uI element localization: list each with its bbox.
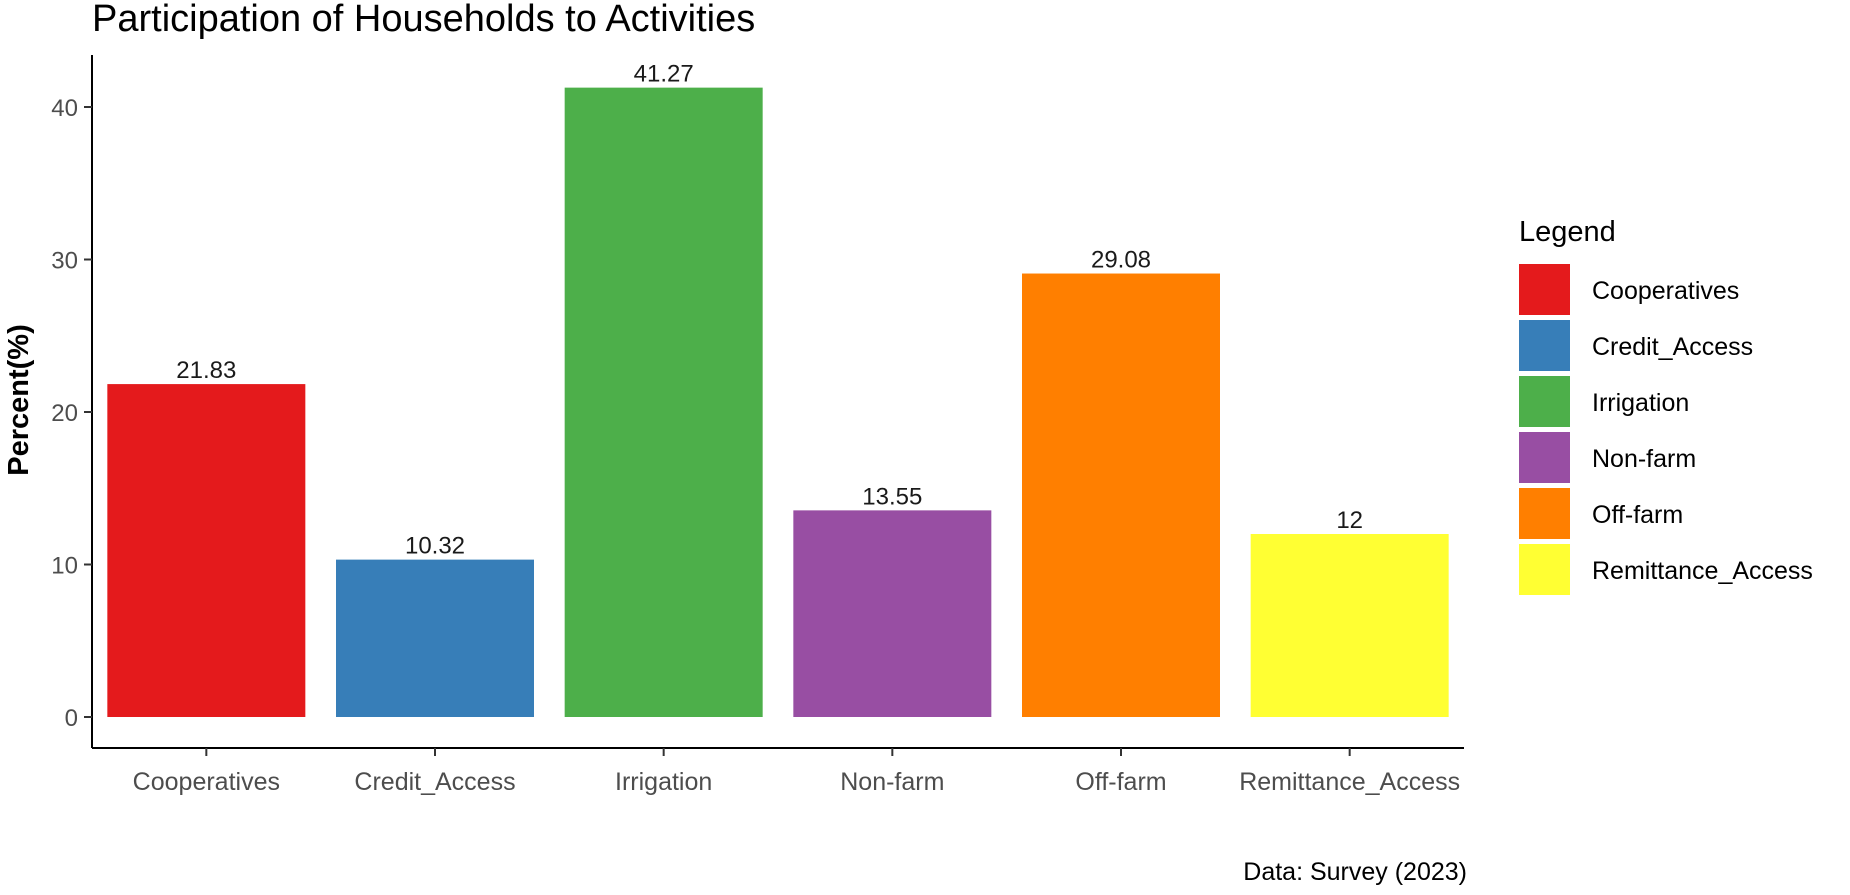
- data-label: 10.32: [405, 533, 465, 560]
- legend-key: [1519, 264, 1570, 315]
- data-label: 21.83: [176, 357, 236, 384]
- data-label: 41.27: [634, 61, 694, 88]
- data-label: 29.08: [1091, 247, 1151, 274]
- y-tick-label: 10: [51, 553, 78, 580]
- bar-credit-access: [336, 559, 534, 717]
- data-label: 13.55: [862, 483, 922, 510]
- x-tick-label: Irrigation: [615, 768, 712, 796]
- legend-key: [1519, 544, 1570, 595]
- legend-entry: Non-farm: [1592, 445, 1696, 473]
- data-label: 12: [1336, 507, 1363, 534]
- x-tick-label: Cooperatives: [133, 768, 280, 796]
- x-tick-label: Remittance_Access: [1239, 768, 1460, 796]
- y-axis-label: Percent(%): [3, 324, 35, 476]
- legend-entry: Credit_Access: [1592, 333, 1753, 361]
- chart-caption: Data: Survey (2023): [1243, 858, 1467, 886]
- legend: Legend Cooperatives Credit_Access Irrigati…: [1519, 216, 1813, 595]
- legend-entry: Cooperatives: [1592, 277, 1739, 305]
- bar-cooperatives: [107, 384, 306, 717]
- bar-off-farm: [1022, 273, 1220, 717]
- legend-entry: Remittance_Access: [1592, 557, 1813, 585]
- x-tick-label: Off-farm: [1075, 768, 1166, 796]
- bar-non-farm: [793, 510, 992, 717]
- legend-key: [1519, 320, 1570, 371]
- legend-title: Legend: [1519, 216, 1616, 248]
- x-tick-label: Credit_Access: [354, 768, 515, 796]
- legend-key: [1519, 376, 1570, 427]
- y-tick-label: 30: [51, 248, 78, 275]
- legend-key: [1519, 488, 1570, 539]
- x-tick-label: Non-farm: [840, 768, 944, 796]
- y-tick-label: 40: [51, 95, 78, 122]
- plot-area: 0 10 20 30 40 21.83 Cooperatives 10.32 Credit_Ac…: [51, 55, 1464, 796]
- y-tick-label: 20: [51, 400, 78, 427]
- y-tick-label: 0: [65, 705, 78, 732]
- legend-entry: Off-farm: [1592, 501, 1683, 529]
- bar-remittance-access: [1250, 534, 1449, 717]
- bar-irrigation: [564, 87, 763, 717]
- legend-entry: Irrigation: [1592, 389, 1689, 417]
- legend-key: [1519, 432, 1570, 483]
- chart-title: Participation of Households to Activitie…: [92, 0, 755, 40]
